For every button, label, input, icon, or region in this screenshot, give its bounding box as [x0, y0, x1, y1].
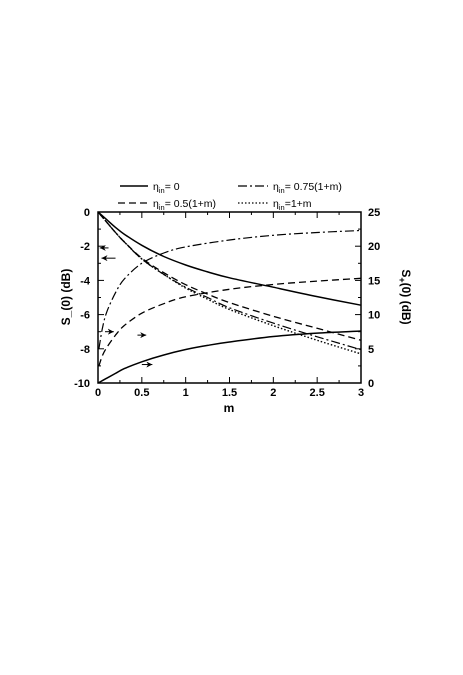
- x-tick-label: 1.5: [222, 387, 237, 399]
- legend: ηin= 0 ηin= 0.75(1+m) ηin= 0.5(1+m) ηin=…: [118, 181, 342, 212]
- y-left-tick-label: -4: [80, 275, 91, 287]
- x-tick-label: 2.5: [310, 387, 325, 399]
- legend-label-3: ηin=1+m: [273, 198, 312, 212]
- y-right-tick-label: 5: [368, 344, 374, 356]
- series-line-right-dashdot: [98, 229, 362, 349]
- y-left-tick-label: -2: [80, 241, 90, 253]
- right-axis-title: S+(0) (dB): [397, 269, 413, 324]
- x-tick-label: 3: [358, 387, 364, 399]
- right-axis-title-main: S: [399, 269, 413, 277]
- right-axis-title-rest: (0) (dB): [399, 283, 413, 325]
- y-right-tick-label: 0: [368, 378, 374, 390]
- right-axis-title-sub: +: [397, 277, 407, 282]
- x-tick-label: 2: [270, 387, 276, 399]
- x-tick-label: 0: [95, 387, 101, 399]
- x-axis-title: m: [224, 401, 235, 415]
- direction-arrows: [99, 244, 153, 368]
- y-right-tick-label: 25: [368, 207, 380, 219]
- series-layer: [97, 211, 362, 384]
- series-line-left-dashed: [97, 211, 362, 341]
- series-line-left-solid: [97, 211, 362, 306]
- y-right-tick-label: 20: [368, 241, 380, 253]
- legend-label-2: ηin= 0.5(1+m): [153, 198, 216, 212]
- series-line-left-dotted: [97, 211, 362, 355]
- y-left-tick-label: -6: [80, 310, 90, 322]
- y-left-tick-label: -8: [80, 344, 90, 356]
- y-right-tick-label: 10: [368, 310, 380, 322]
- y-left-tick-label: 0: [84, 207, 90, 219]
- legend-label-1: ηin= 0.75(1+m): [273, 181, 342, 195]
- left-axis-title: S_(0) (dB): [59, 269, 73, 326]
- x-tick-label: 0.5: [134, 387, 149, 399]
- legend-label-0: ηin= 0: [153, 181, 180, 195]
- series-line-right-solid: [97, 330, 362, 384]
- y-left-tick-label: -10: [74, 378, 90, 390]
- x-tick-label: 1: [183, 387, 189, 399]
- y-right-tick-label: 15: [368, 275, 380, 287]
- series-line-right-dashed: [98, 277, 362, 367]
